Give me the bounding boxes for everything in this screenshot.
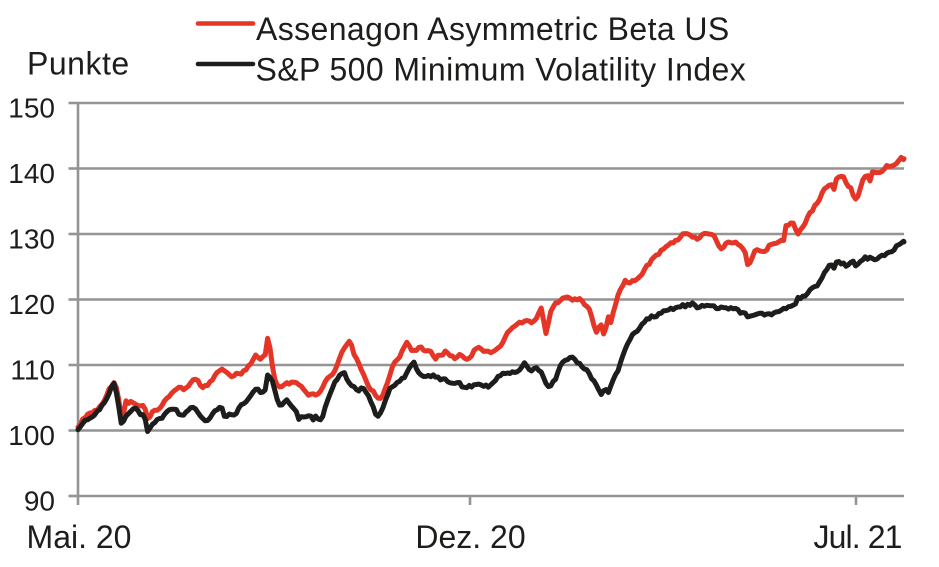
svg-text:S&P 500 Minimum Volatility Ind: S&P 500 Minimum Volatility Index [256,52,747,88]
svg-text:140: 140 [8,158,55,189]
svg-text:110: 110 [10,355,55,386]
svg-text:Mai. 20: Mai. 20 [27,519,132,555]
svg-text:Punkte: Punkte [27,46,130,82]
svg-text:90: 90 [24,486,55,517]
svg-text:150: 150 [8,93,55,124]
svg-text:100: 100 [8,420,55,451]
svg-text:120: 120 [8,289,55,320]
svg-text:Jul. 21: Jul. 21 [814,519,902,555]
svg-text:Assenagon Asymmetric Beta US: Assenagon Asymmetric Beta US [256,11,730,47]
svg-text:Dez. 20: Dez. 20 [415,519,525,555]
svg-text:130: 130 [8,224,55,255]
